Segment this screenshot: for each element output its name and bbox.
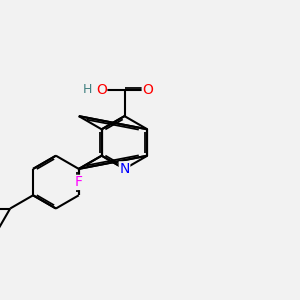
Text: O: O	[142, 83, 153, 97]
Text: N: N	[119, 162, 130, 176]
Text: H: H	[83, 83, 92, 96]
Text: F: F	[75, 176, 83, 189]
Text: O: O	[96, 83, 107, 97]
